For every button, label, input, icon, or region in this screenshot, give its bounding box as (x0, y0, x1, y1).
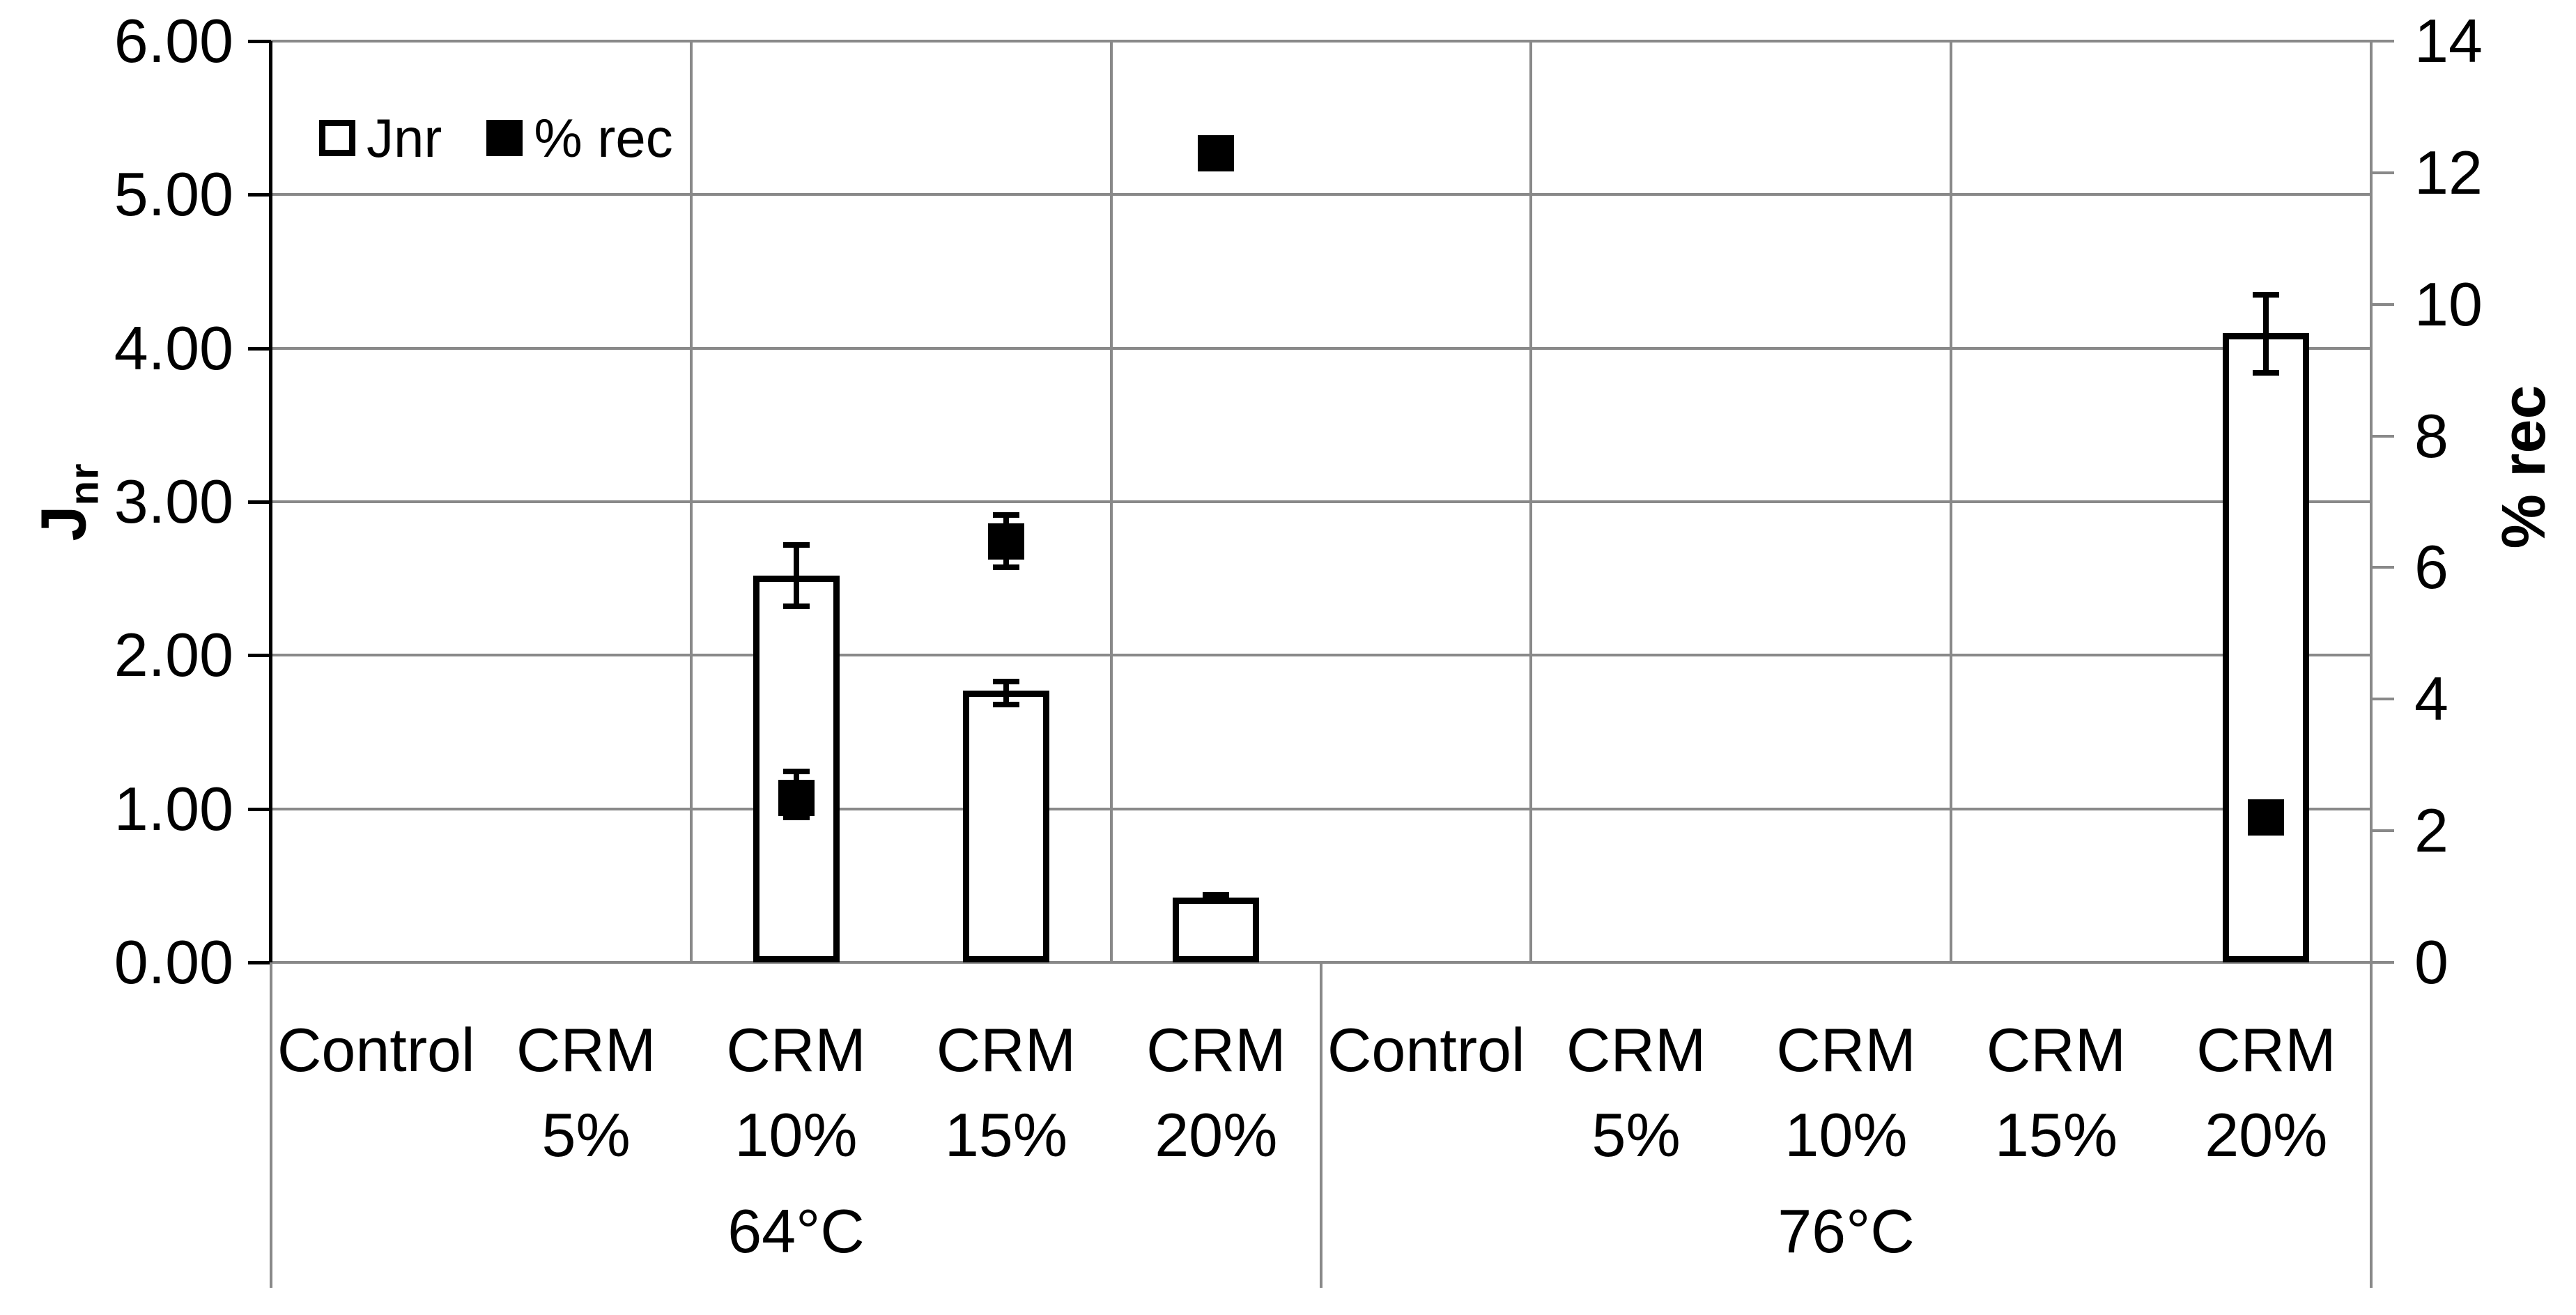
gridline-vertical (1950, 41, 1953, 962)
legend-label-jnr: Jnr (367, 107, 442, 169)
right-axis-tick (2371, 961, 2394, 964)
bar-jnr (2223, 332, 2310, 962)
category-label: Control (1327, 1015, 1525, 1084)
right-axis-tick-label: 2 (2414, 796, 2448, 866)
category-sublabel: 10% (734, 1100, 858, 1169)
left-axis-tick-label: 6.00 (114, 6, 233, 75)
gridline-vertical (689, 41, 693, 962)
category-sublabel: 15% (1994, 1100, 2118, 1169)
right-axis-tick (2371, 302, 2394, 306)
bar-error-stem (1003, 681, 1009, 705)
filled-square-icon (486, 120, 523, 156)
bar-error-cap-top (782, 541, 810, 548)
group-label: 76°C (1777, 1197, 1915, 1266)
right-axis-tick-label: 4 (2414, 664, 2448, 734)
marker-error-cap-bottom (782, 815, 810, 821)
category-label: CRM (2196, 1015, 2336, 1084)
legend-label-rec: % rec (534, 107, 673, 169)
left-axis-tick-label: 3.00 (114, 467, 233, 536)
category-group-divider (1320, 962, 1322, 1288)
marker-error-cap-top (992, 512, 1019, 518)
left-axis-tick-label: 2.00 (114, 620, 233, 690)
left-axis-tick (248, 654, 271, 658)
category-group-divider (270, 962, 272, 1288)
left-axis-tick (248, 193, 271, 197)
right-axis-tick-label: 10 (2414, 269, 2483, 339)
category-label: CRM (1986, 1015, 2127, 1084)
gridline-horizontal (271, 500, 2371, 503)
right-axis-line (2370, 41, 2373, 962)
gridline-horizontal (271, 193, 2371, 197)
right-axis-tick-label: 0 (2414, 928, 2448, 997)
left-axis-tick (248, 346, 271, 351)
marker-rec (987, 523, 1024, 560)
category-sublabel: 10% (1784, 1100, 1908, 1169)
bar-jnr (1173, 898, 1260, 962)
right-axis-tick-label: 14 (2414, 6, 2483, 75)
marker-error-cap-top (782, 769, 810, 775)
right-axis-tick (2371, 698, 2394, 701)
left-axis-tick-label: 1.00 (114, 774, 233, 843)
category-label: Control (277, 1015, 475, 1084)
hollow-square-icon (319, 120, 355, 156)
bar-error-cap-bottom (782, 603, 810, 609)
legend-item-jnr: Jnr (319, 107, 442, 170)
left-axis-tick (248, 961, 271, 964)
category-label: CRM (936, 1015, 1077, 1084)
bar-jnr (962, 691, 1049, 962)
right-axis-tick (2371, 171, 2394, 174)
legend-item-rec: % rec (486, 107, 673, 170)
category-label: CRM (1566, 1015, 1706, 1084)
bar-error-cap-bottom (1203, 898, 1230, 904)
category-sublabel: 5% (541, 1100, 631, 1169)
category-sublabel: 20% (1155, 1100, 1278, 1169)
marker-rec (1198, 134, 1235, 171)
left-axis-tick-label: 4.00 (114, 313, 233, 383)
bar-error-stem (2263, 294, 2269, 373)
bar-error-stem (793, 544, 799, 606)
group-label: 64°C (727, 1197, 865, 1266)
category-label: CRM (1776, 1015, 1916, 1084)
category-sublabel: 15% (944, 1100, 1067, 1169)
right-axis-tick (2371, 829, 2394, 833)
gridline-horizontal (271, 807, 2371, 810)
marker-rec (2248, 799, 2285, 836)
category-label: CRM (726, 1015, 866, 1084)
gridline-horizontal (271, 654, 2371, 657)
marker-rec (778, 779, 815, 816)
left-axis-tick (248, 40, 271, 43)
category-label: CRM (1146, 1015, 1286, 1084)
right-axis-tick-label: 6 (2414, 532, 2448, 602)
left-axis-tick-label: 5.00 (114, 160, 233, 229)
gridline-vertical (1109, 41, 1113, 962)
category-group-divider (2370, 962, 2373, 1288)
legend: Jnr % rec (319, 107, 673, 169)
right-axis-tick-label: 12 (2414, 137, 2483, 207)
gridline-horizontal (271, 40, 2371, 43)
gridline-horizontal (271, 346, 2371, 350)
gridline-vertical (1529, 41, 1533, 962)
bar-error-stem (1213, 895, 1219, 901)
right-axis-tick (2371, 434, 2394, 438)
left-axis-line (269, 41, 272, 964)
bar-error-cap-bottom (992, 701, 1019, 707)
left-axis-tick (248, 807, 271, 811)
left-axis-tick (248, 500, 271, 504)
category-label: CRM (516, 1015, 656, 1084)
bar-error-cap-top (2253, 291, 2280, 298)
bar-error-cap-top (992, 678, 1019, 684)
category-sublabel: 20% (2205, 1100, 2328, 1169)
bar-error-cap-bottom (2253, 369, 2280, 376)
marker-error-cap-bottom (992, 564, 1019, 571)
left-axis-tick-label: 0.00 (114, 928, 233, 997)
bar-error-cap-top (1203, 892, 1230, 898)
right-axis-tick-label: 8 (2414, 401, 2448, 470)
category-sublabel: 5% (1591, 1100, 1681, 1169)
right-axis-tick (2371, 566, 2394, 569)
right-axis-tick (2371, 40, 2394, 43)
